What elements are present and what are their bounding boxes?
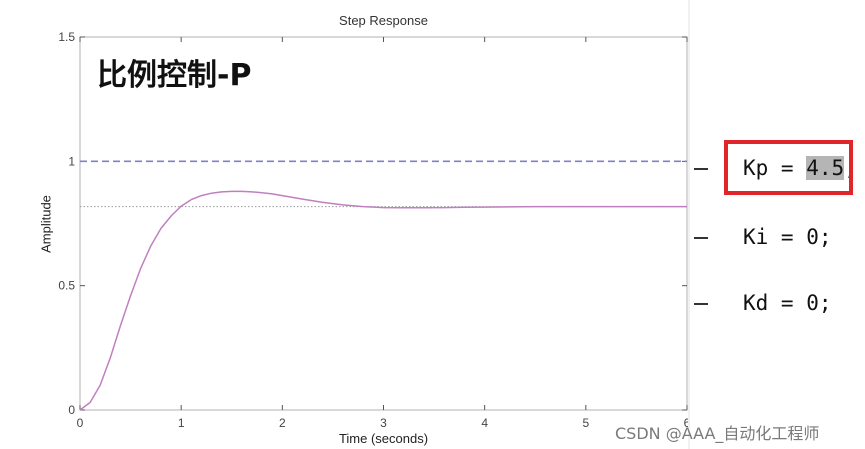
plot-frame — [79, 36, 688, 411]
chart-title: Step Response — [339, 13, 428, 28]
x-tick-label: 3 — [380, 416, 387, 430]
code-line-kp[interactable]: Kp = 4.5; — [743, 156, 857, 180]
kd-value[interactable]: 0 — [806, 291, 819, 315]
kp-prefix: Kp = — [743, 156, 807, 180]
x-tick-label: 4 — [481, 416, 488, 430]
kp-value[interactable]: 4.5 — [806, 156, 845, 180]
x-tick-label: 6 — [684, 416, 691, 430]
x-axis-label: Time (seconds) — [338, 431, 429, 446]
kd-prefix: Kd = — [743, 291, 807, 315]
ki-value[interactable]: 0 — [806, 225, 819, 249]
y-tick-label: 0.5 — [58, 279, 75, 293]
x-tick-label: 0 — [77, 416, 84, 430]
y-tick-label: 1.5 — [58, 30, 75, 44]
line-marker-ki — [694, 237, 708, 239]
ki-prefix: Ki = — [743, 225, 807, 249]
y-tick-label: 0 — [68, 403, 75, 417]
y-tick-label: 1 — [68, 154, 75, 168]
y-axis-label: Amplitude — [38, 195, 54, 253]
kp-highlight-box — [724, 140, 853, 195]
ki-suffix: ; — [818, 225, 832, 249]
kd-suffix: ; — [818, 291, 832, 315]
line-marker-kd — [694, 303, 708, 305]
line-marker-kp — [694, 168, 708, 170]
code-line-ki[interactable]: Ki = 0; — [743, 225, 832, 249]
code-line-kd[interactable]: Kd = 0; — [743, 291, 832, 315]
x-tick-label: 2 — [279, 416, 286, 430]
overlay-title: 比例控制-P — [97, 58, 252, 93]
x-tick-label: 5 — [582, 416, 589, 430]
watermark: CSDN @AAA_自动化工程师 — [615, 424, 820, 443]
step-response-curve — [79, 190, 687, 411]
x-tick-label: 1 — [178, 416, 185, 430]
code-panel — [690, 0, 865, 449]
